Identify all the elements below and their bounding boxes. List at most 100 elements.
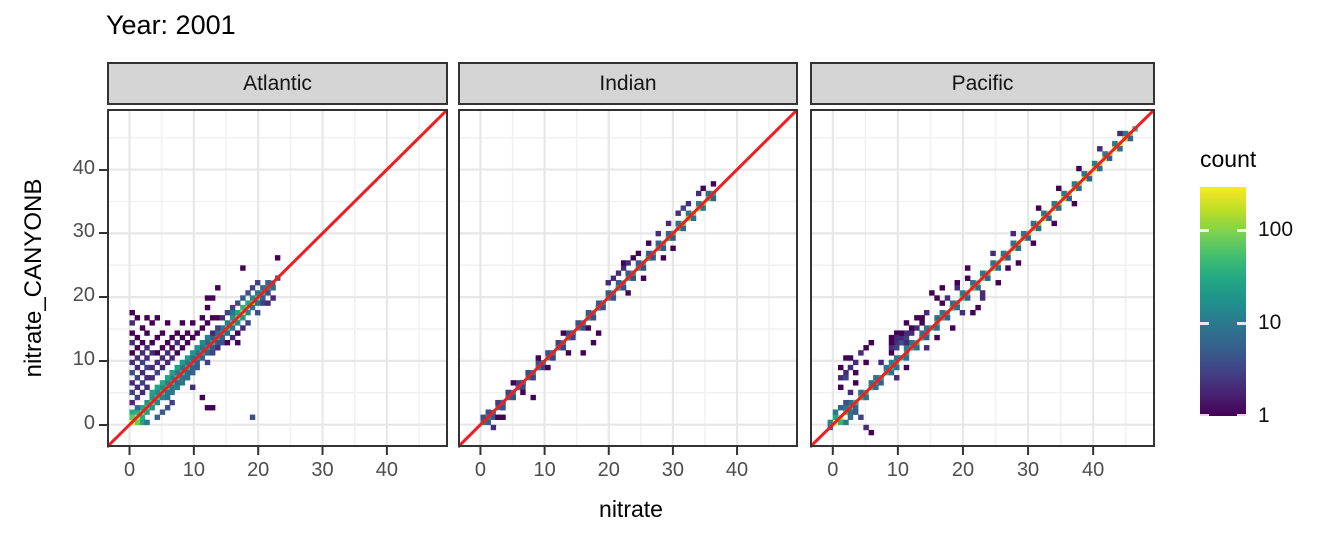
count-bin — [827, 419, 834, 426]
count-bin — [625, 260, 631, 266]
count-bin — [1061, 190, 1067, 197]
count-bin — [675, 220, 681, 227]
count-bin — [888, 339, 895, 346]
count-bin — [1025, 235, 1031, 241]
count-bin — [858, 389, 864, 396]
count-bin — [685, 200, 692, 207]
count-bin — [245, 310, 251, 316]
count-bin — [590, 315, 597, 321]
count-bin — [194, 345, 200, 351]
count-bin — [949, 300, 956, 306]
count-bin — [129, 389, 135, 396]
count-bin — [224, 330, 231, 336]
count-bin — [229, 315, 236, 321]
y-tick-mark — [99, 232, 107, 235]
count-bin — [139, 350, 146, 356]
count-bin — [154, 384, 161, 391]
count-bin — [852, 405, 859, 411]
count-bin — [979, 290, 986, 296]
count-bin — [154, 359, 161, 366]
count-bin — [1010, 240, 1016, 246]
count-bin — [635, 250, 642, 257]
count-bin — [179, 364, 186, 371]
count-bin — [893, 330, 900, 336]
count-bin — [235, 339, 241, 346]
count-bin — [873, 384, 879, 391]
count-bin — [260, 300, 266, 306]
count-bin — [837, 375, 844, 381]
legend: count 100 10 1 — [1190, 140, 1344, 450]
count-bin — [1051, 200, 1057, 207]
count-bin — [1010, 230, 1016, 237]
count-bin — [964, 265, 971, 271]
count-bin — [944, 295, 951, 301]
count-bin — [1015, 260, 1022, 266]
count-bin — [650, 255, 656, 261]
count-bin — [893, 345, 900, 351]
count-bin — [843, 419, 849, 426]
count-bin — [219, 334, 226, 341]
count-bin — [954, 304, 960, 311]
count-bin — [235, 320, 241, 326]
count-bin — [159, 394, 166, 401]
count-bin — [700, 205, 706, 211]
count-bin — [903, 355, 910, 361]
count-bin — [565, 330, 572, 336]
count-bin — [134, 364, 141, 371]
count-bin — [260, 295, 266, 301]
count-bin — [229, 325, 236, 331]
count-bin — [545, 364, 551, 371]
count-bin — [144, 345, 150, 351]
count-bin — [265, 280, 271, 286]
count-bin — [1091, 160, 1098, 167]
count-bin — [174, 350, 180, 356]
count-bin — [129, 310, 135, 316]
count-bin — [164, 375, 171, 381]
count-bin — [615, 270, 622, 276]
count-bin — [219, 325, 226, 331]
count-bin — [149, 389, 155, 396]
count-bin — [630, 275, 636, 281]
count-bin — [665, 230, 672, 237]
count-bin — [1122, 130, 1128, 137]
count-bin — [550, 355, 556, 361]
count-bin — [254, 300, 261, 306]
count-bin — [843, 375, 849, 381]
count-bin — [169, 375, 175, 381]
count-bin — [959, 290, 966, 296]
count-bin — [490, 424, 497, 431]
count-bin — [934, 315, 940, 321]
count-bin — [235, 300, 241, 306]
count-bin — [129, 330, 135, 336]
count-bin — [199, 355, 206, 361]
count-bin — [898, 339, 905, 346]
legend-tick-label: 10 — [1258, 311, 1282, 335]
count-bin — [139, 419, 146, 426]
count-bin — [480, 414, 486, 420]
count-bin — [964, 275, 971, 281]
count-bin — [863, 359, 869, 366]
count-bin — [710, 181, 717, 187]
count-bin — [908, 330, 915, 336]
count-bin — [149, 364, 155, 371]
count-bin — [837, 364, 844, 371]
count-bin — [129, 350, 135, 356]
count-bin — [837, 419, 844, 426]
count-bin — [199, 325, 206, 331]
count-bin — [209, 295, 216, 301]
count-bin — [847, 414, 854, 420]
count-bin — [605, 290, 611, 296]
count-bin — [134, 375, 141, 381]
count-bin — [705, 190, 712, 197]
count-bin — [134, 315, 141, 321]
count-bin — [215, 330, 221, 336]
count-bin — [1076, 185, 1082, 192]
count-bin — [194, 350, 200, 356]
count-bin — [184, 330, 191, 336]
count-bin — [204, 320, 211, 326]
x-tick-label: 40 — [375, 459, 398, 481]
count-bin — [645, 250, 652, 257]
count-bin — [215, 345, 221, 351]
count-bin — [545, 350, 551, 356]
count-bin — [229, 304, 236, 311]
